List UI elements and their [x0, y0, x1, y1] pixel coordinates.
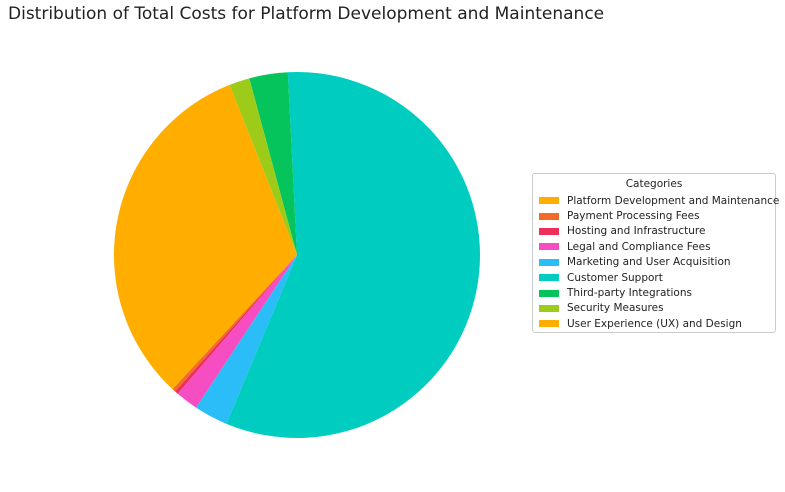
legend-item: User Experience (UX) and Design: [539, 316, 769, 331]
legend-label: Security Measures: [567, 302, 664, 315]
chart-title: Distribution of Total Costs for Platform…: [8, 4, 605, 24]
legend-item: Marketing and User Acquisition: [539, 255, 769, 270]
legend-items: Platform Development and Maintenance Paym…: [539, 193, 779, 332]
legend-item: Legal and Compliance Fees: [539, 239, 769, 254]
legend-label: Platform Development and Maintenance: [567, 194, 780, 207]
legend-swatch: [539, 289, 559, 297]
legend-label: Legal and Compliance Fees: [567, 240, 711, 253]
pie-slice-third-party-integrations: [249, 72, 297, 255]
legend-swatch: [539, 320, 559, 328]
pie-slice-hosting-and-infrastructure: [175, 255, 297, 394]
legend-title: Categories: [625, 178, 683, 190]
legend-item: Customer Support: [539, 270, 769, 285]
pie-slice-customer-support: [226, 71, 480, 438]
legend-item: Security Measures: [539, 301, 769, 316]
legend-swatch: [539, 274, 559, 282]
legend-item: Platform Development and Maintenance: [539, 193, 779, 208]
legend-label: Marketing and User Acquisition: [567, 256, 731, 269]
legend-item: Hosting and Infrastructure: [539, 224, 769, 239]
legend-label: Hosting and Infrastructure: [567, 225, 706, 238]
legend-label: Third-party Integrations: [567, 287, 692, 300]
legend-label: User Experience (UX) and Design: [567, 317, 742, 330]
legend-swatch: [539, 212, 559, 220]
legend-swatch: [539, 227, 559, 235]
pie-slice-marketing-and-user-acquisition: [196, 255, 297, 424]
pie-slices: [113, 71, 480, 438]
pie-slice-security-measures: [229, 78, 297, 255]
legend-swatch: [539, 197, 559, 205]
pie-slice-legal-and-compliance-fees: [177, 255, 297, 408]
legend-swatch: [539, 258, 559, 266]
legend-label: Payment Processing Fees: [567, 210, 700, 223]
legend: Categories Platform Development and Main…: [532, 173, 779, 333]
legend-item: Third-party Integrations: [539, 285, 769, 300]
legend-item: Payment Processing Fees: [539, 208, 769, 223]
legend-label: Customer Support: [567, 271, 663, 284]
legend-swatch: [539, 243, 559, 251]
pie-slice-payment-processing-fees: [172, 255, 297, 392]
legend-swatch: [539, 304, 559, 312]
pie-slice-platform-development-and-maintenance: [113, 84, 297, 390]
